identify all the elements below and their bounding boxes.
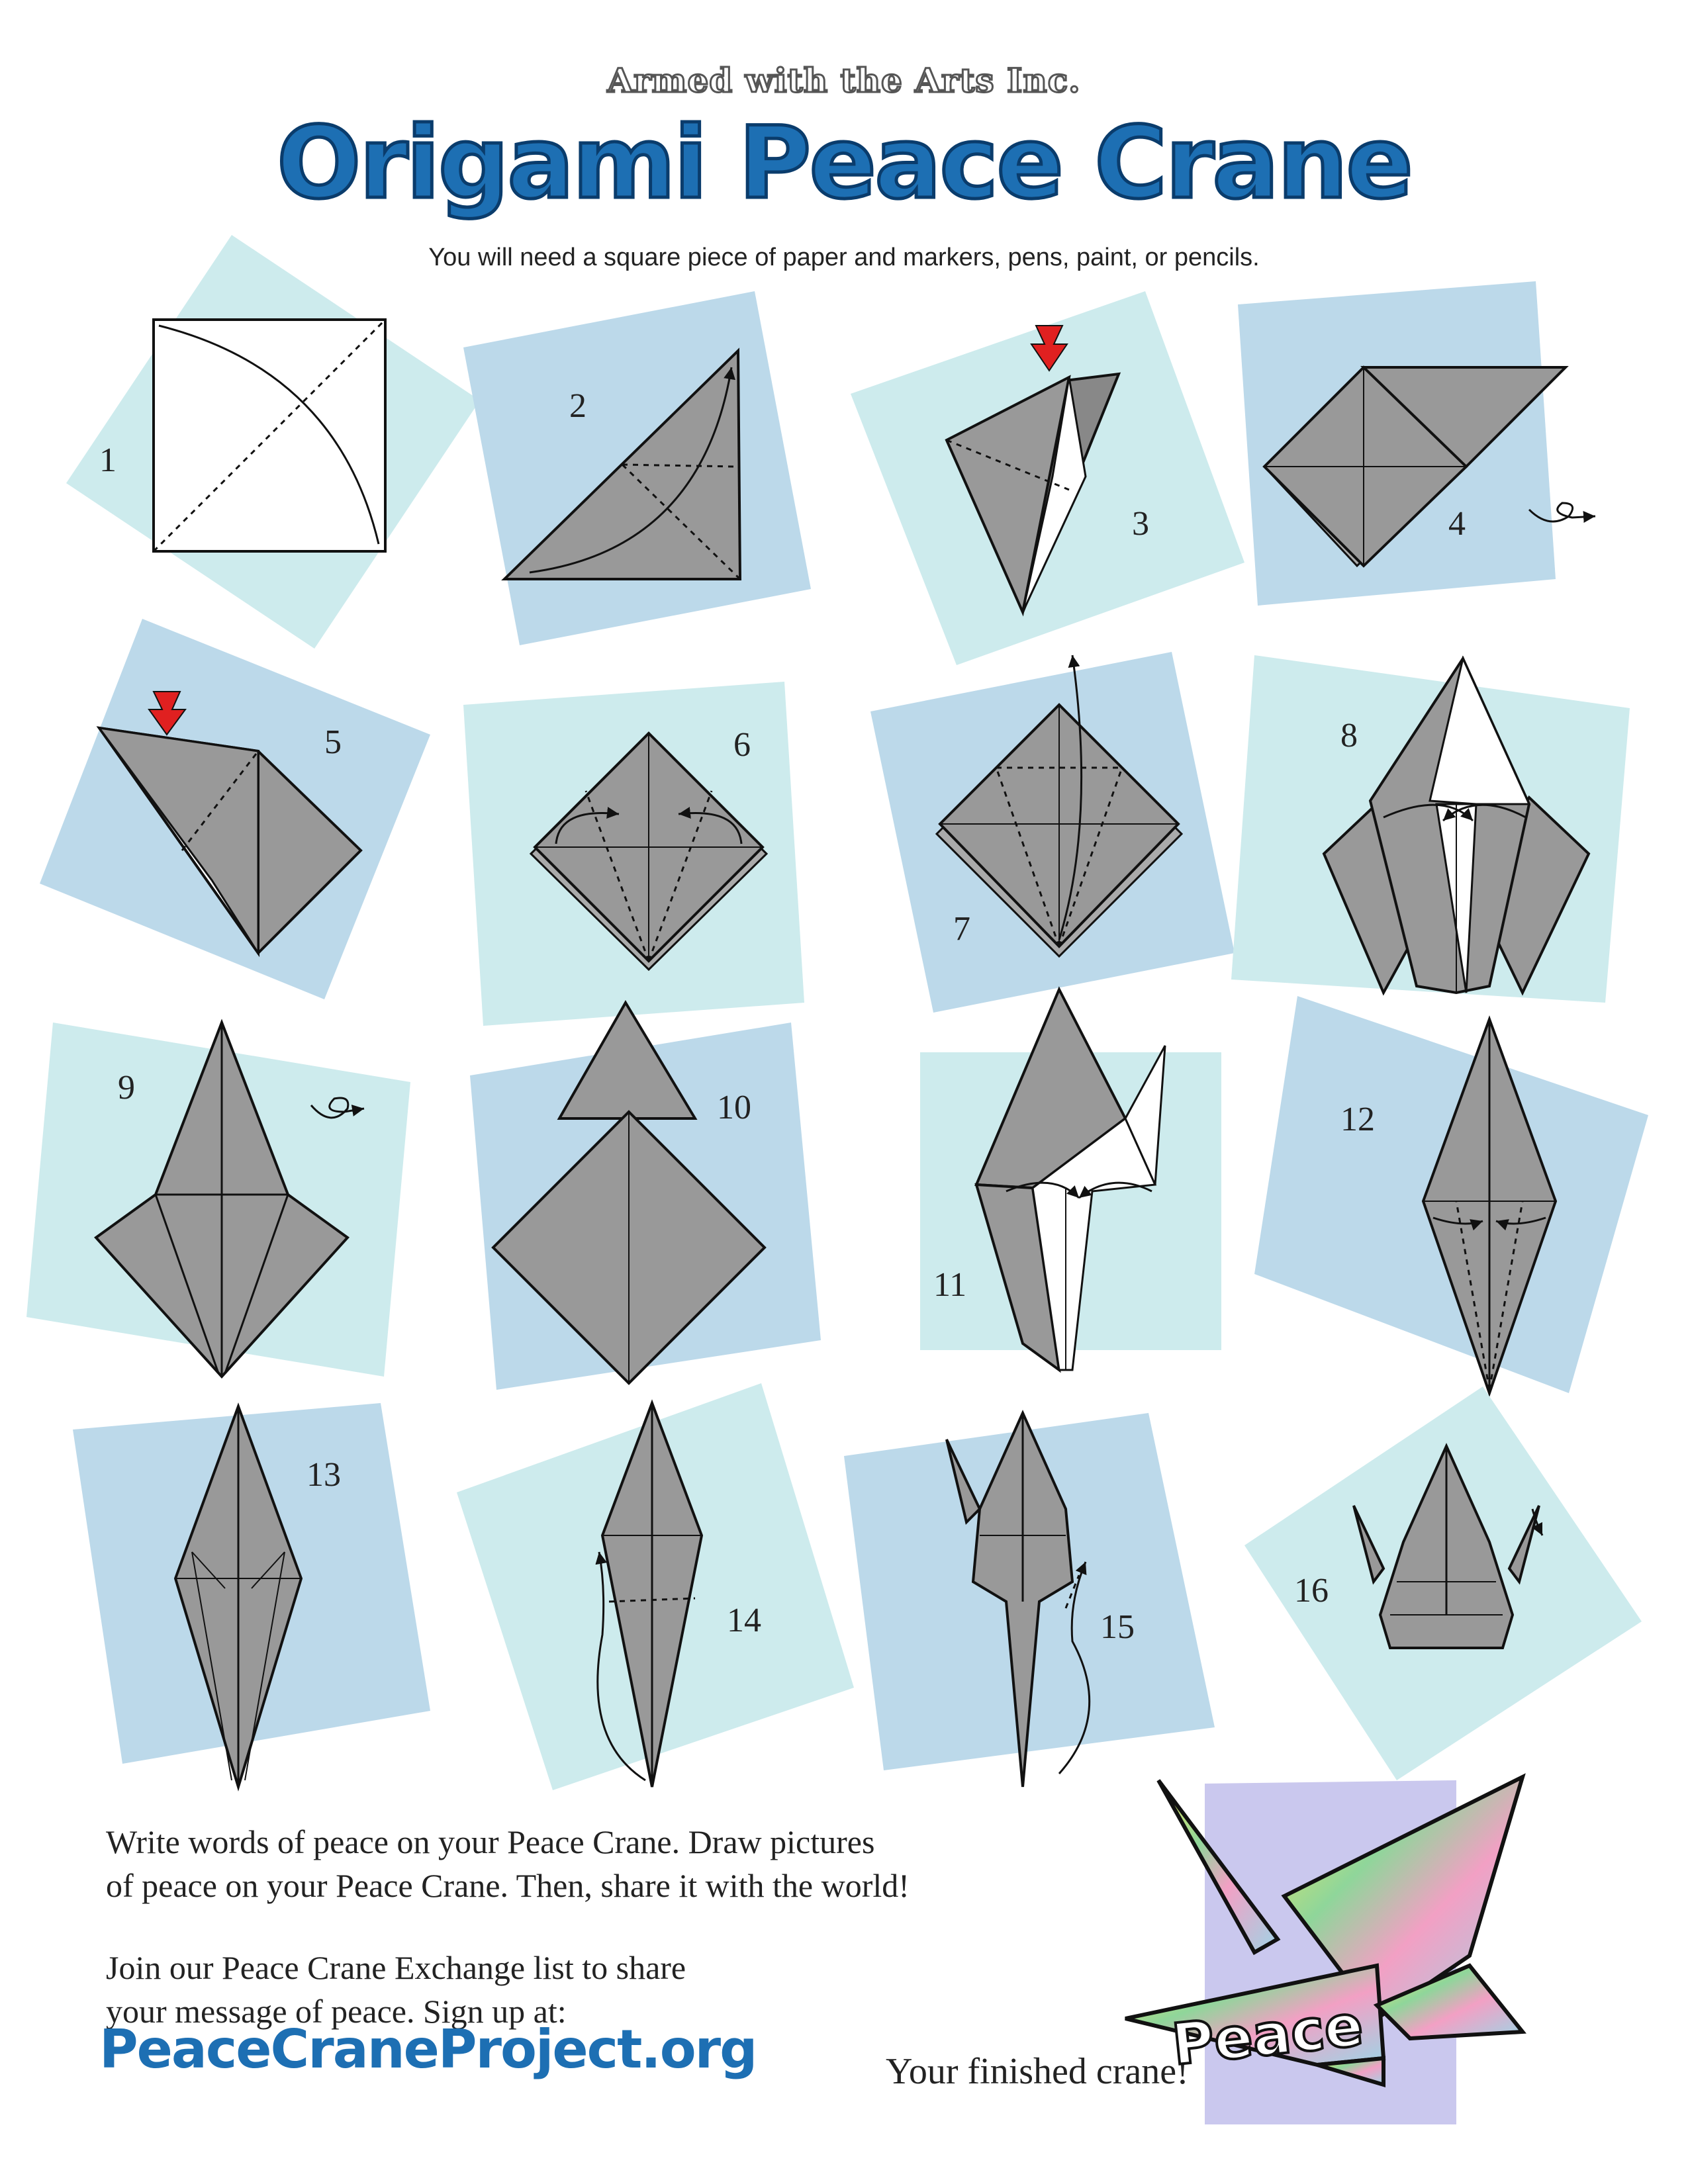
step-16: 16	[1244, 1387, 1642, 1780]
instructions-line-1: Write words of peace on your Peace Crane…	[106, 1823, 875, 1860]
page-title: Origami Peace Crane	[275, 105, 1415, 223]
step-9: 9	[26, 1019, 410, 1379]
step-1: 1	[66, 235, 480, 649]
step-13-number: 13	[306, 1456, 341, 1494]
step-4-turn-over-arrow	[1528, 502, 1596, 523]
step-16-number: 16	[1294, 1572, 1329, 1610]
instructions-line-2: of peace on your Peace Crane. Then, shar…	[106, 1867, 910, 1904]
step-12: 12	[1254, 996, 1648, 1398]
signup-paragraph: Join our Peace Crane Exchange list to sh…	[106, 1946, 966, 2033]
step-9-turn-over-arrow	[310, 1097, 365, 1119]
signup-link[interactable]: PeaceCraneProject.org	[99, 2019, 757, 2080]
step-8: 8	[1231, 655, 1630, 1003]
instructions-paragraph: Write words of peace on your Peace Crane…	[106, 1820, 1099, 1907]
step-10: 10	[470, 1000, 821, 1390]
step-15: 15	[844, 1410, 1215, 1788]
step-7-number: 7	[953, 910, 970, 948]
step-7: 7	[870, 652, 1235, 1013]
step-4: 4	[1238, 281, 1596, 606]
step-3-number: 3	[1132, 505, 1149, 543]
step-5: 5	[40, 619, 430, 999]
step-5-number: 5	[324, 723, 342, 761]
step-3-red-arrow	[1030, 325, 1068, 372]
step-15-number: 15	[1100, 1608, 1135, 1646]
crane-tail	[1373, 1963, 1526, 2041]
organization-name: Armed with the Arts Inc.	[606, 60, 1081, 101]
step-14: 14	[457, 1383, 854, 1790]
step-12-number: 12	[1340, 1101, 1375, 1138]
step-6: 6	[463, 682, 804, 1026]
step-5-red-arrow	[148, 691, 187, 736]
step-2-number: 2	[569, 387, 586, 425]
step-14-number: 14	[727, 1602, 761, 1639]
step-8-number: 8	[1340, 717, 1358, 754]
step-3: 3	[851, 291, 1244, 665]
step-11: 11	[920, 986, 1221, 1373]
step-6-number: 6	[733, 726, 751, 764]
step-1-number: 1	[99, 441, 117, 479]
folding-steps-diagram: 1 2 3 4 5	[26, 235, 1648, 1792]
finished-crane-illustration: Peace	[1099, 1754, 1562, 2151]
finished-crane-caption: Your finished crane!	[886, 2051, 1189, 2092]
step-10-number: 10	[717, 1089, 751, 1126]
step-13: 13	[73, 1402, 430, 1792]
supplies-subtitle: You will need a square piece of paper an…	[428, 244, 1260, 271]
step-11-number: 11	[933, 1266, 966, 1304]
step-2: 2	[463, 291, 811, 645]
crane-neck	[1156, 1779, 1281, 1956]
signup-line-1: Join our Peace Crane Exchange list to sh…	[106, 1949, 686, 1986]
finished-crane-svg: Peace	[1125, 1773, 1526, 2124]
step-4-number: 4	[1448, 505, 1466, 543]
step-9-number: 9	[118, 1069, 135, 1107]
signup-line-2: your message of peace. Sign up at:	[106, 1993, 567, 2030]
